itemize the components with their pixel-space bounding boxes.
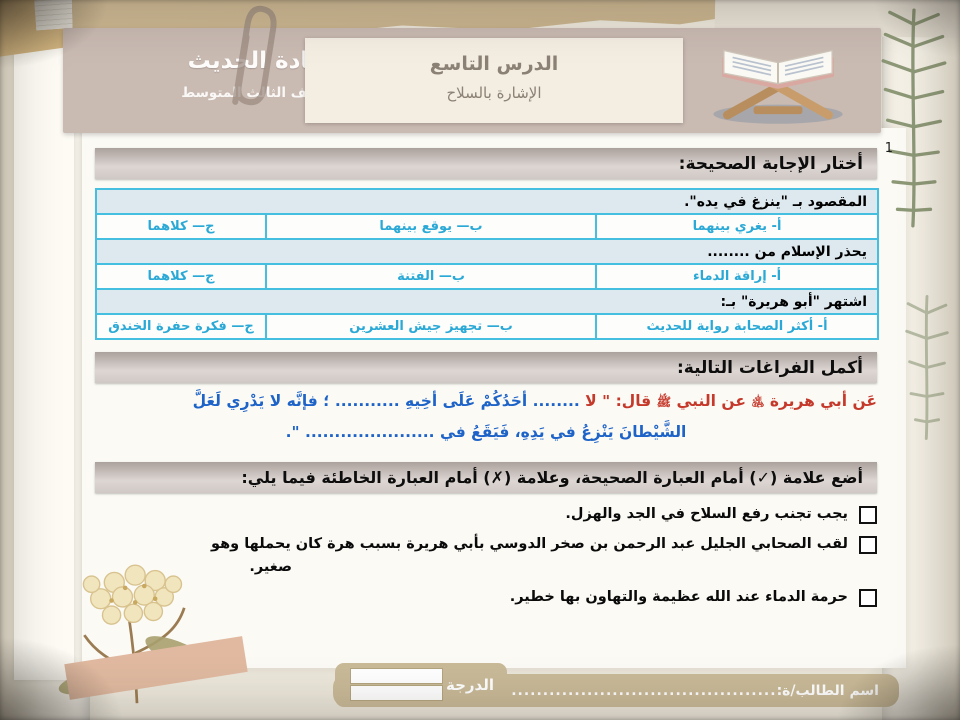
statement-checkbox[interactable]	[859, 536, 877, 555]
lesson-topic: الإشارة بالسلاح	[446, 84, 542, 102]
hadith-text: عَن أبي هريرة ﵁ عن النبي ﷺ قال: " لا ...…	[95, 386, 877, 448]
question-prompt: يحذر الإسلام من ........	[94, 238, 880, 265]
section-heading-choose-label: أختار الإجابة الصحيحة:	[678, 153, 863, 174]
radi-allahu-anhu-symbol: ﵁	[751, 395, 765, 409]
hadith-middle: أحَدُكُمْ عَلَى أخِيهِ	[405, 392, 528, 410]
answer-option[interactable]: أ- إراقة الدماء	[595, 263, 880, 290]
hadith-narrator: عَن أبي هريرة	[769, 392, 877, 410]
section-heading-truefalse-label: أضع علامة (✓) أمام العبارة الصحيحة، وعلا…	[241, 468, 863, 487]
grade-label: الدرجة	[446, 676, 494, 694]
list-item: يجب تجنب رفع السلاح في الجد والهزل.	[95, 503, 877, 525]
statement-text: حرمة الدماء عند الله عظيمة والتهاون بها …	[509, 589, 848, 606]
page-number: 1	[884, 141, 893, 156]
answer-option[interactable]: ج— كلاهما	[94, 263, 268, 290]
hadith-said: قال: " لا	[585, 392, 652, 410]
statement-checkbox[interactable]	[859, 506, 877, 524]
question-prompt: المقصود بـ "ينزغ في يده".	[94, 188, 880, 215]
answer-option[interactable]: أ- أكثر الصحابة رواية للحديث	[595, 313, 880, 340]
fill-blank-2[interactable]: ...........	[334, 392, 400, 410]
fill-blank-3[interactable]: ......................	[304, 423, 435, 441]
quran-book-icon	[713, 49, 843, 124]
answer-option[interactable]: ج— فكرة حفرة الخندق	[94, 313, 268, 340]
section-heading-choose: أختار الإجابة الصحيحة:	[95, 148, 877, 179]
statement-text-line1: لقب الصحابي الجليل عبد الرحمن بن صخر الد…	[211, 536, 848, 553]
grade-score-box-top[interactable]	[350, 668, 443, 684]
question-prompt: اشتهر "أبو هريرة" بـ:	[94, 288, 880, 315]
section-heading-fill-label: أكمل الفراغات التالية:	[676, 357, 863, 378]
grade-box: الدرجة	[335, 663, 507, 707]
lesson-box: الدرس التاسع الإشارة بالسلاح	[305, 38, 683, 123]
paperclip-icon	[232, 5, 277, 106]
answer-option[interactable]: أ- يغري بينهما	[595, 213, 880, 240]
hadith-line-1: عَن أبي هريرة ﵁ عن النبي ﷺ قال: " لا ...…	[95, 386, 877, 417]
statement-text: لقب الصحابي الجليل عبد الرحمن بن صخر الد…	[95, 533, 848, 578]
answer-option[interactable]: ج— كلاهما	[94, 213, 268, 240]
hadith-line-2: الشَّيْطانَ يَنْزِعُ في يَدِهِ، فَيَقَعُ…	[95, 417, 877, 448]
student-name-blank[interactable]: ........................................…	[511, 682, 777, 699]
hadith-about-prophet: عن النبي	[676, 392, 746, 410]
answer-option[interactable]: ب— يوقع بينهما	[265, 213, 598, 240]
list-item: لقب الصحابي الجليل عبد الرحمن بن صخر الد…	[95, 533, 877, 578]
statements-list: يجب تجنب رفع السلاح في الجد والهزل. لقب …	[95, 503, 877, 617]
answer-option[interactable]: ب— تجهيز جيش العشرين	[265, 313, 598, 340]
multiple-choice-table: المقصود بـ "ينزغ في يده". أ- يغري بينهما…	[94, 188, 880, 340]
section-heading-fill: أكمل الفراغات التالية:	[95, 352, 877, 383]
student-name-label: اسم الطالب/ة:	[776, 682, 879, 699]
lesson-title: الدرس التاسع	[429, 53, 559, 75]
pbuh-symbol: ﷺ	[656, 395, 672, 409]
fill-blank-1[interactable]: ........	[532, 392, 580, 410]
hadith-closing: ".	[285, 423, 300, 441]
hadith-reason: ؛ فإنَّه لا يَدْرِي لَعَلَّ	[192, 392, 330, 410]
fern-leaf-icon	[881, 8, 947, 228]
list-item: حرمة الدماء عند الله عظيمة والتهاون بها …	[95, 586, 877, 608]
answer-option[interactable]: ب— الفتنة	[265, 263, 598, 290]
fern-leaf-small-icon	[905, 295, 949, 440]
grade-score-box-bottom[interactable]	[350, 685, 443, 701]
statement-text: يجب تجنب رفع السلاح في الجد والهزل.	[565, 506, 848, 522]
hadith-line2-text: الشَّيْطانَ يَنْزِعُ في يَدِهِ، فَيَقَعُ…	[439, 423, 687, 441]
statement-checkbox[interactable]	[859, 589, 877, 608]
section-heading-truefalse: أضع علامة (✓) أمام العبارة الصحيحة، وعلا…	[95, 462, 877, 493]
statement-text-line2: صغير.	[249, 558, 292, 575]
